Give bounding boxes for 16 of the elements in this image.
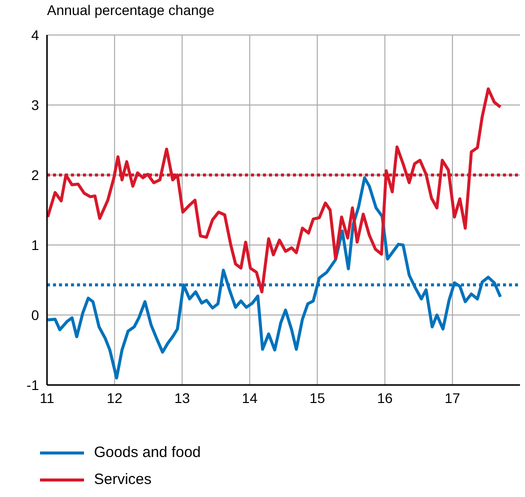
legend-label: Goods and food (94, 444, 201, 461)
legend-label: Services (94, 471, 152, 488)
x-tick-label: 13 (174, 390, 190, 406)
y-tick-label: 3 (31, 96, 40, 113)
y-tick-label: 2 (31, 166, 40, 183)
x-tick-label: 14 (242, 390, 258, 406)
y-tick-label: -1 (26, 376, 40, 393)
y-axis-title: Annual percentage change (47, 2, 214, 18)
x-tick-label: 11 (40, 390, 54, 406)
y-tick-label: 0 (31, 306, 40, 323)
x-tick-label: 17 (444, 390, 460, 406)
x-tick-label: 15 (309, 390, 326, 406)
x-tick-label: 12 (106, 390, 123, 406)
y-tick-label: 4 (31, 26, 40, 43)
x-tick-label: 16 (377, 390, 393, 406)
y-tick-label: 1 (31, 236, 40, 253)
